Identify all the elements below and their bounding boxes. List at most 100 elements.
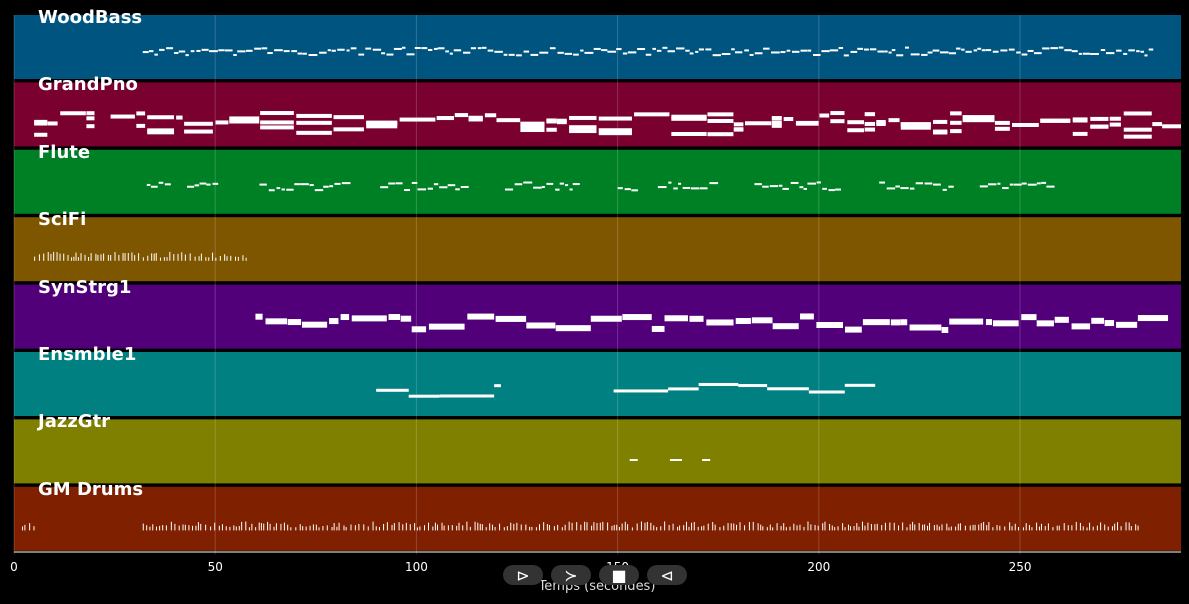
note bbox=[844, 383, 876, 387]
note bbox=[1123, 127, 1152, 132]
note bbox=[712, 521, 714, 531]
forward-button[interactable]: ≻ bbox=[551, 565, 591, 585]
note bbox=[439, 186, 448, 189]
note bbox=[572, 183, 580, 186]
note bbox=[1100, 522, 1102, 531]
x-tick-label: 200 bbox=[807, 560, 831, 574]
note bbox=[559, 182, 565, 185]
note bbox=[837, 526, 839, 531]
note bbox=[214, 522, 216, 531]
note bbox=[745, 121, 772, 126]
note bbox=[308, 54, 318, 57]
note bbox=[358, 53, 365, 56]
note bbox=[962, 118, 995, 123]
note bbox=[378, 526, 380, 531]
note bbox=[822, 523, 824, 531]
note bbox=[333, 523, 335, 531]
note bbox=[752, 521, 754, 531]
note bbox=[158, 181, 164, 184]
note bbox=[789, 526, 791, 531]
note bbox=[237, 256, 239, 261]
note bbox=[709, 182, 719, 185]
note bbox=[1056, 525, 1058, 531]
note bbox=[503, 527, 505, 531]
note bbox=[1104, 320, 1115, 327]
note bbox=[176, 115, 183, 120]
note bbox=[586, 522, 588, 531]
note bbox=[1046, 185, 1055, 188]
note bbox=[657, 186, 667, 189]
note bbox=[1071, 525, 1073, 531]
note bbox=[334, 182, 341, 185]
note bbox=[979, 185, 988, 188]
note bbox=[701, 526, 703, 531]
note bbox=[516, 54, 522, 57]
stop-button[interactable]: ■ bbox=[599, 565, 639, 585]
note bbox=[942, 188, 947, 191]
note bbox=[783, 523, 785, 531]
note bbox=[60, 111, 86, 116]
note bbox=[799, 524, 801, 531]
note bbox=[845, 326, 862, 333]
note bbox=[103, 253, 105, 261]
note bbox=[1148, 48, 1154, 51]
x-tick-label: 50 bbox=[207, 560, 223, 574]
note bbox=[154, 53, 158, 56]
note bbox=[162, 525, 164, 531]
note bbox=[706, 319, 734, 326]
note bbox=[1144, 54, 1148, 57]
note bbox=[260, 111, 294, 116]
note bbox=[437, 47, 445, 50]
note bbox=[886, 187, 896, 190]
note bbox=[985, 319, 993, 326]
note bbox=[624, 188, 631, 191]
note bbox=[283, 522, 285, 531]
note bbox=[838, 47, 844, 50]
note bbox=[1116, 321, 1138, 328]
note bbox=[762, 526, 764, 531]
note bbox=[520, 124, 545, 129]
note bbox=[134, 255, 136, 261]
note bbox=[703, 525, 705, 531]
note bbox=[218, 49, 225, 52]
note bbox=[601, 49, 608, 52]
note bbox=[520, 524, 522, 531]
note bbox=[1089, 522, 1091, 531]
note bbox=[428, 522, 430, 531]
play-button[interactable]: ⊳ bbox=[503, 565, 543, 585]
note bbox=[719, 527, 721, 531]
note bbox=[656, 49, 662, 52]
note bbox=[988, 183, 997, 186]
note bbox=[557, 524, 559, 531]
note bbox=[341, 182, 351, 185]
note bbox=[350, 524, 352, 531]
note bbox=[230, 255, 232, 261]
note bbox=[510, 522, 512, 531]
note bbox=[88, 257, 90, 261]
back-button[interactable]: ⊲ bbox=[647, 565, 687, 585]
note bbox=[233, 525, 235, 531]
note bbox=[856, 523, 858, 531]
note bbox=[731, 48, 735, 51]
note bbox=[707, 112, 734, 117]
note bbox=[598, 131, 632, 136]
note bbox=[957, 523, 959, 531]
note bbox=[591, 525, 593, 531]
track-lane bbox=[14, 82, 1181, 147]
note bbox=[770, 51, 780, 54]
note bbox=[411, 181, 418, 184]
note bbox=[153, 253, 155, 261]
note bbox=[326, 525, 328, 531]
note bbox=[184, 524, 186, 531]
note bbox=[245, 257, 247, 261]
note bbox=[535, 527, 537, 531]
note bbox=[523, 50, 530, 53]
note bbox=[813, 53, 821, 56]
note bbox=[555, 188, 560, 191]
note bbox=[419, 526, 421, 531]
note bbox=[918, 522, 920, 531]
note bbox=[56, 252, 58, 261]
note bbox=[205, 524, 207, 531]
note bbox=[388, 182, 395, 185]
